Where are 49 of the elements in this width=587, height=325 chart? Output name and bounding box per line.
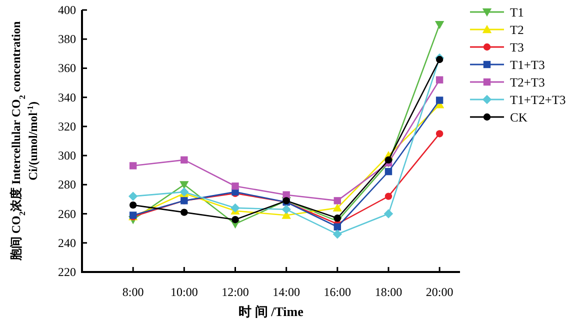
legend-label: T1+T3 xyxy=(510,58,545,72)
x-tick-label: 16:00 xyxy=(324,285,352,299)
point xyxy=(436,130,444,138)
point xyxy=(334,223,342,230)
point xyxy=(434,20,444,30)
y-tick-label: 300 xyxy=(58,148,76,163)
point xyxy=(128,192,138,201)
point xyxy=(232,216,239,224)
y-tick-label: 280 xyxy=(58,178,76,192)
point xyxy=(129,162,137,170)
y-tick-label: 400 xyxy=(58,3,76,17)
point xyxy=(334,197,342,204)
point xyxy=(332,230,342,239)
point xyxy=(436,76,444,84)
legend-label: T1+T2+T3 xyxy=(510,93,566,107)
point xyxy=(332,203,342,212)
legend-label: T2+T3 xyxy=(510,76,545,90)
y-tick-label: 340 xyxy=(58,90,76,104)
legend-label: T1 xyxy=(510,6,524,20)
x-tick-label: 14:00 xyxy=(272,285,300,299)
x-axis-title: 时 间 /Time xyxy=(238,304,304,319)
point xyxy=(384,168,392,176)
legend-label: T2 xyxy=(510,23,524,37)
point xyxy=(232,182,239,190)
point xyxy=(384,156,392,164)
point xyxy=(282,204,291,214)
x-tick-label: 12:00 xyxy=(222,285,249,299)
point xyxy=(436,56,444,64)
y-tick-label: 220 xyxy=(58,265,76,279)
x-tick-label: 8:00 xyxy=(122,285,144,299)
point xyxy=(436,96,444,104)
legend-label: T3 xyxy=(510,40,524,54)
x-tick-label: 20:00 xyxy=(426,285,454,299)
point xyxy=(180,208,188,216)
y-tick-label: 360 xyxy=(58,61,76,76)
y-tick-label: 320 xyxy=(58,119,76,134)
point xyxy=(230,203,240,213)
y-tick-label: 380 xyxy=(58,32,76,46)
point xyxy=(180,156,188,164)
y-tick-label: 240 xyxy=(58,236,76,250)
y-tick-label: 260 xyxy=(58,206,76,221)
x-tick-label: 10:00 xyxy=(170,285,198,299)
point xyxy=(384,209,394,218)
legend-label: CK xyxy=(510,110,528,124)
point xyxy=(180,181,189,190)
point xyxy=(334,214,342,222)
x-tick-label: 18:00 xyxy=(374,285,402,299)
point xyxy=(384,192,392,200)
point xyxy=(129,201,137,209)
